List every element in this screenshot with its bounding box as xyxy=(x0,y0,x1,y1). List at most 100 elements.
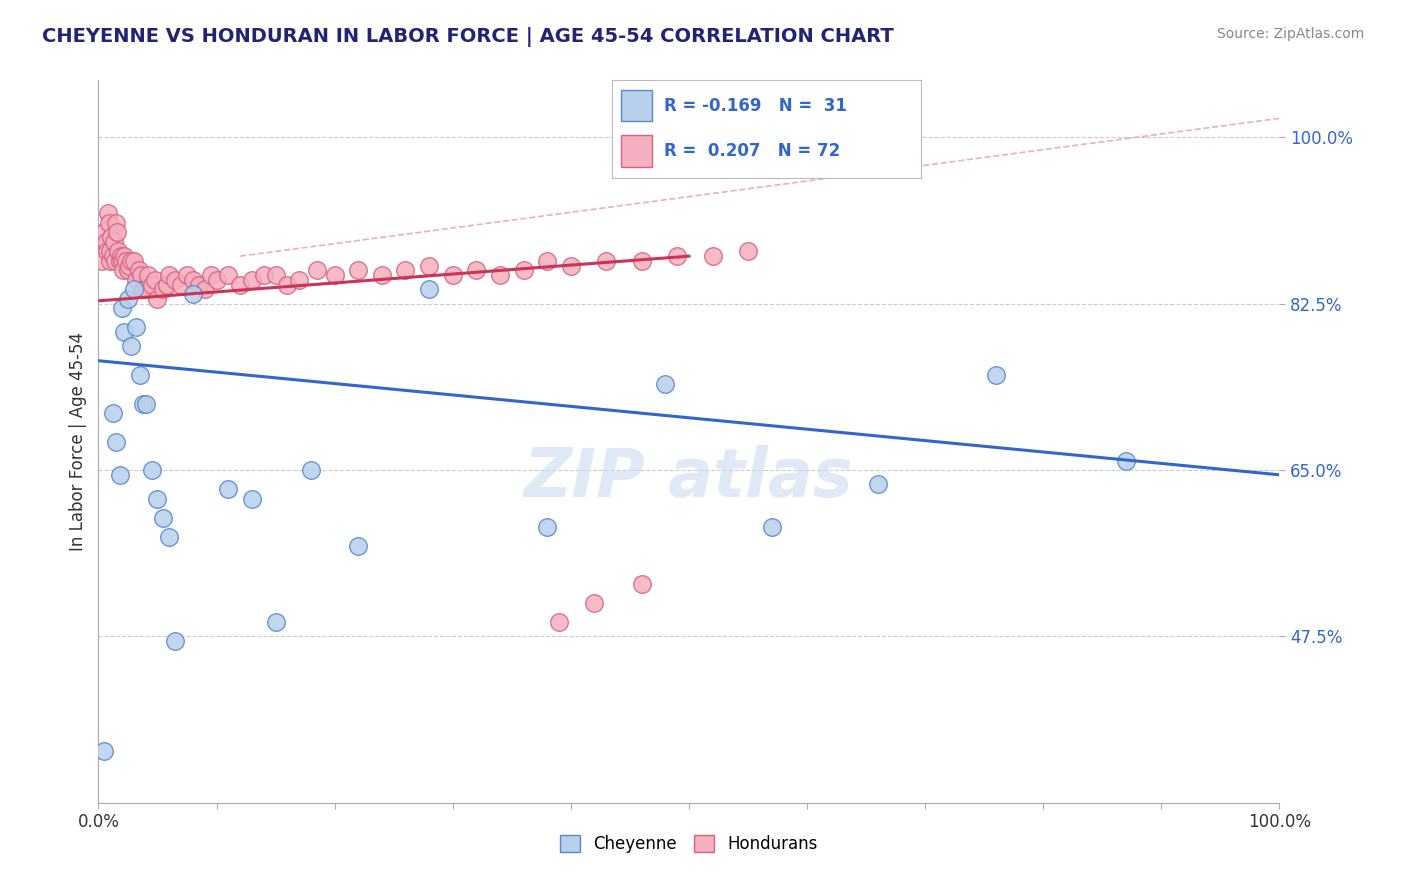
Point xyxy=(125,320,148,334)
Point xyxy=(117,263,139,277)
Point xyxy=(205,273,228,287)
Point xyxy=(984,368,1007,382)
Text: ZIP atlas: ZIP atlas xyxy=(524,445,853,510)
Point xyxy=(105,226,128,240)
Point xyxy=(181,273,204,287)
Point xyxy=(112,325,135,339)
Point xyxy=(305,263,328,277)
Point xyxy=(347,263,370,277)
Point xyxy=(152,282,174,296)
Point xyxy=(418,259,440,273)
Point xyxy=(418,282,440,296)
Point xyxy=(560,259,582,273)
Point xyxy=(117,292,139,306)
Point xyxy=(146,292,169,306)
Text: R = -0.169   N =  31: R = -0.169 N = 31 xyxy=(664,97,846,115)
Point xyxy=(666,249,689,263)
Point xyxy=(654,377,676,392)
Point xyxy=(394,263,416,277)
Point xyxy=(98,244,121,259)
Point xyxy=(135,282,157,296)
Point xyxy=(299,463,322,477)
Bar xyxy=(621,136,652,167)
Point xyxy=(866,477,889,491)
Point xyxy=(111,253,134,268)
Point xyxy=(105,434,128,449)
Point xyxy=(122,282,145,296)
Point xyxy=(276,277,298,292)
Point xyxy=(114,253,136,268)
Point xyxy=(441,268,464,282)
Point xyxy=(101,249,124,263)
Point xyxy=(100,230,122,244)
Point xyxy=(595,253,617,268)
Point xyxy=(737,244,759,259)
Point xyxy=(104,253,127,268)
Point xyxy=(264,268,287,282)
Point xyxy=(103,235,125,249)
Point xyxy=(135,396,157,410)
Point xyxy=(347,539,370,553)
Point xyxy=(548,615,571,630)
Point xyxy=(583,596,606,610)
Point xyxy=(132,396,155,410)
Point xyxy=(98,253,121,268)
Point xyxy=(288,273,311,287)
Point xyxy=(107,244,129,259)
Point xyxy=(94,235,117,249)
Point xyxy=(121,253,143,268)
Point xyxy=(200,268,222,282)
Point xyxy=(108,253,131,268)
Point xyxy=(165,634,187,648)
Bar xyxy=(621,90,652,121)
Point xyxy=(105,216,128,230)
Point xyxy=(156,277,179,292)
Point xyxy=(121,339,143,353)
Point xyxy=(96,244,118,259)
Point xyxy=(240,273,263,287)
Point xyxy=(1115,453,1137,467)
Point xyxy=(128,263,150,277)
Point xyxy=(152,510,174,524)
Point xyxy=(512,263,534,277)
Point xyxy=(110,249,132,263)
Point xyxy=(630,577,652,591)
Point xyxy=(187,277,209,292)
Point xyxy=(157,530,180,544)
Point xyxy=(128,368,150,382)
Point xyxy=(132,282,155,296)
Point xyxy=(240,491,263,506)
Point xyxy=(536,253,558,268)
Point xyxy=(122,253,145,268)
Point xyxy=(143,273,166,287)
Point xyxy=(111,301,134,316)
Point xyxy=(217,268,239,282)
Point xyxy=(194,282,217,296)
Point xyxy=(181,287,204,301)
Text: R =  0.207   N = 72: R = 0.207 N = 72 xyxy=(664,142,841,160)
Point xyxy=(702,249,724,263)
Point xyxy=(93,743,115,757)
Point xyxy=(97,206,120,220)
Point xyxy=(371,268,394,282)
Point xyxy=(170,277,193,292)
Text: CHEYENNE VS HONDURAN IN LABOR FORCE | AGE 45-54 CORRELATION CHART: CHEYENNE VS HONDURAN IN LABOR FORCE | AG… xyxy=(42,27,894,46)
Point xyxy=(323,268,346,282)
Point xyxy=(146,491,169,506)
Point xyxy=(217,482,239,496)
Point xyxy=(165,273,187,287)
Point xyxy=(108,467,131,482)
Point xyxy=(489,268,512,282)
Point xyxy=(129,268,152,282)
Point xyxy=(112,263,135,277)
Point xyxy=(136,268,159,282)
Point xyxy=(141,463,163,477)
Point xyxy=(141,277,163,292)
Point xyxy=(264,615,287,630)
Y-axis label: In Labor Force | Age 45-54: In Labor Force | Age 45-54 xyxy=(69,332,87,551)
Point xyxy=(761,520,783,534)
Point xyxy=(630,253,652,268)
Point xyxy=(98,216,121,230)
Legend: Cheyenne, Hondurans: Cheyenne, Hondurans xyxy=(554,828,824,860)
Point xyxy=(118,259,141,273)
